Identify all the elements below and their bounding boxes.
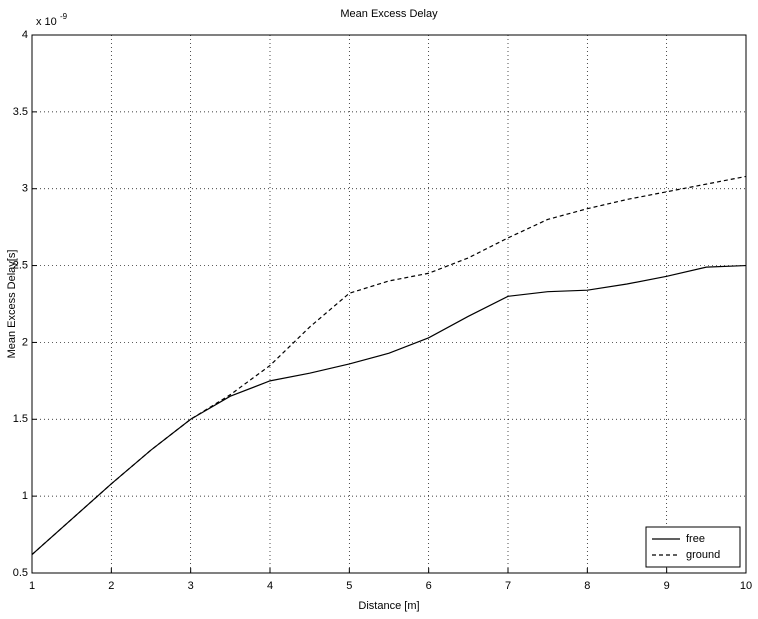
- y-tick-label: 3.5: [13, 106, 28, 118]
- y-tick-label: 3: [22, 183, 28, 195]
- data-line: [31, 175, 747, 556]
- x-tick-label: 9: [664, 580, 670, 592]
- y-tick-label: 2: [22, 336, 28, 348]
- y-tick-label: 1: [22, 490, 28, 502]
- y-tick-label: 1.5: [13, 413, 28, 425]
- y-tick-label: 0.5: [13, 567, 28, 579]
- y-tick-label: 4: [22, 29, 28, 41]
- x-tick-label: 7: [505, 580, 511, 592]
- y-multiplier-exponent: -9: [60, 12, 68, 21]
- x-axis-label: Distance [m]: [358, 600, 419, 612]
- plot-frame: [31, 34, 747, 574]
- y-multiplier: x 10: [36, 16, 57, 28]
- legend-label: ground: [686, 549, 720, 561]
- legend-box: [645, 526, 741, 568]
- x-tick-label: 4: [267, 580, 273, 592]
- x-tick-label: 1: [29, 580, 35, 592]
- x-tick-label: 2: [108, 580, 114, 592]
- x-tick-label: 5: [346, 580, 352, 592]
- data-line: [31, 264, 747, 556]
- x-tick-label: 8: [584, 580, 590, 592]
- x-tick-label: 3: [188, 580, 194, 592]
- x-tick-label: 10: [740, 580, 752, 592]
- y-tick-label: 2.5: [13, 259, 28, 271]
- y-axis-label: Mean Excess Delay[s]: [6, 250, 18, 359]
- chart-title: Mean Excess Delay: [340, 8, 438, 20]
- x-tick-label: 6: [426, 580, 432, 592]
- legend-label: free: [686, 533, 705, 545]
